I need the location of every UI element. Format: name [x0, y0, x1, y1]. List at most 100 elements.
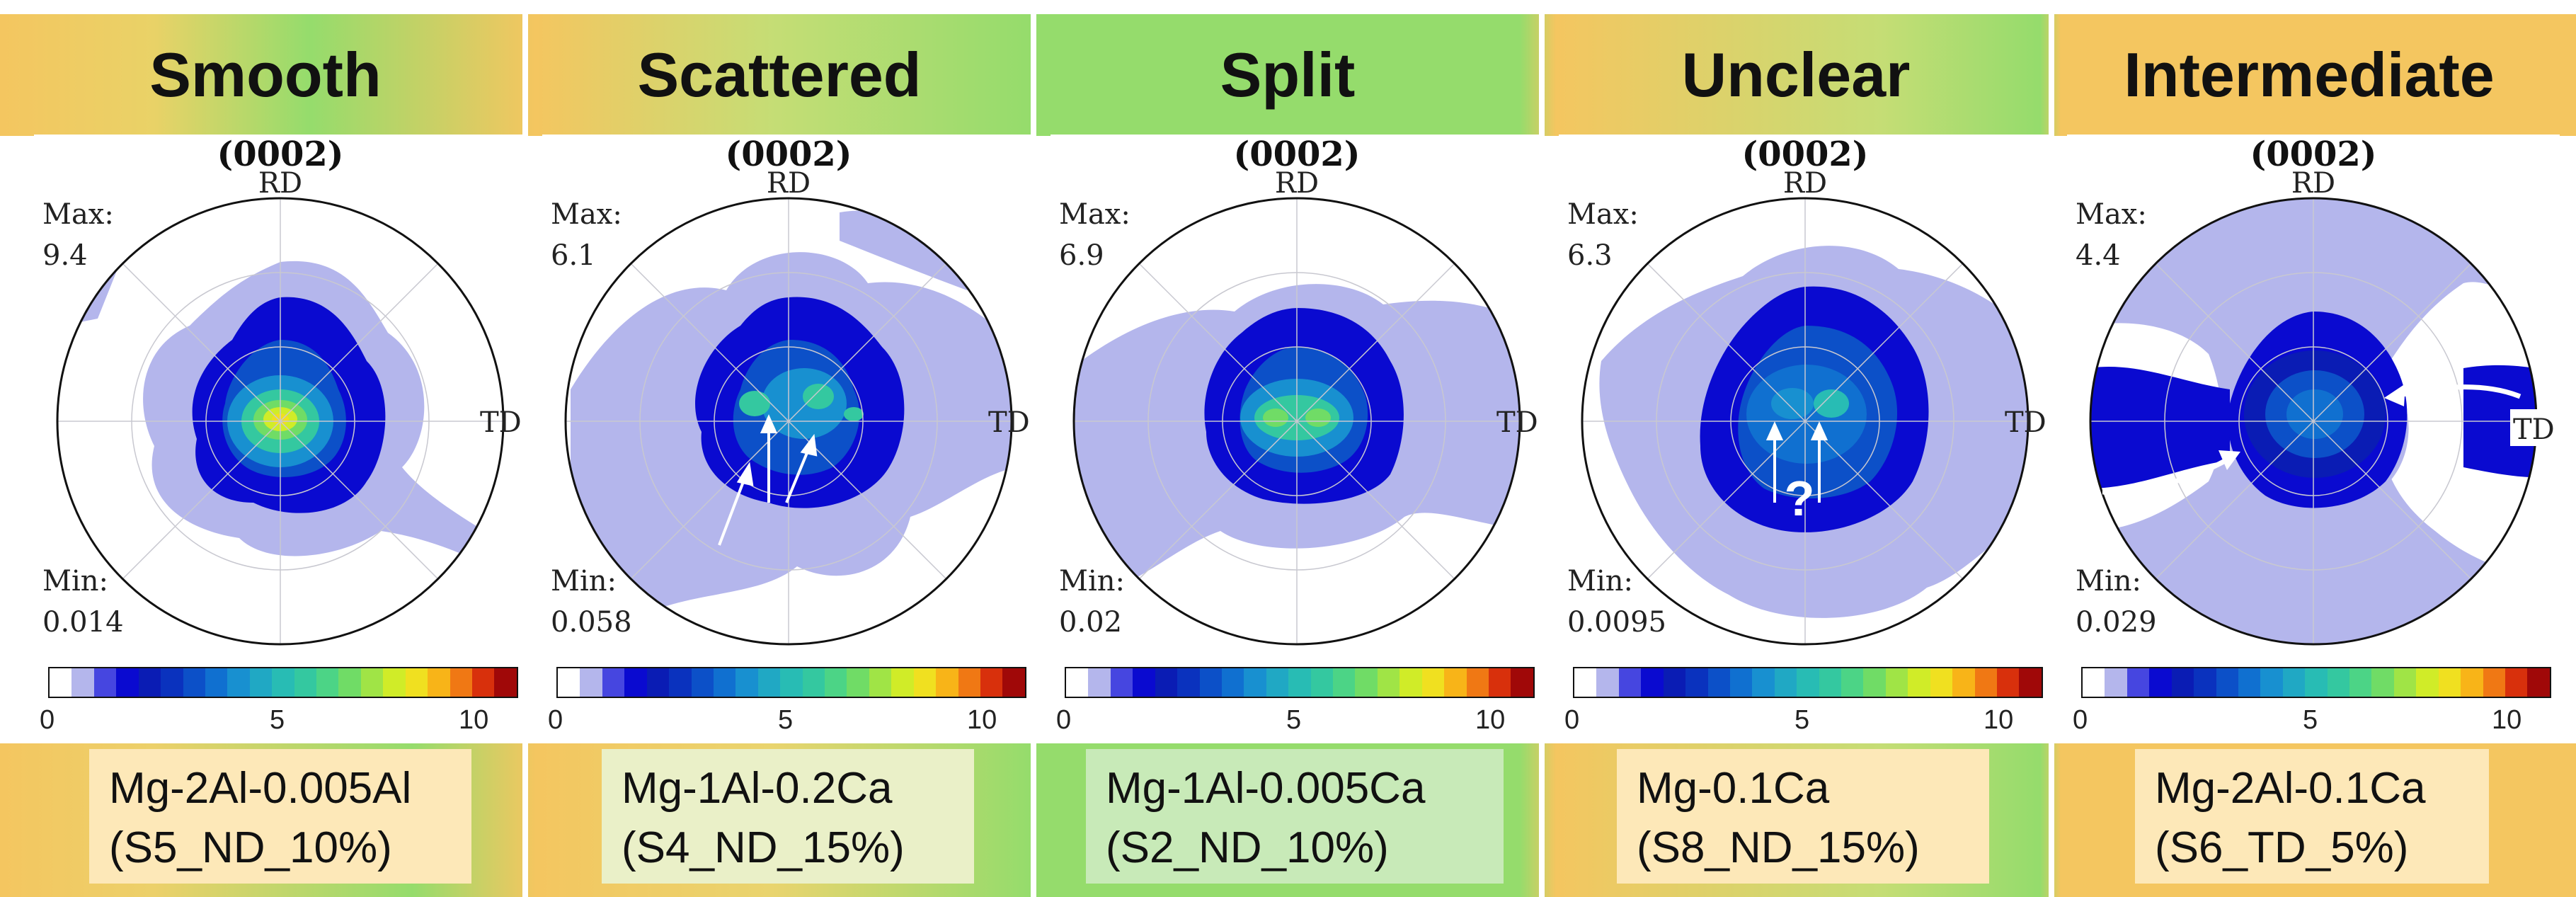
colorbar-swatch	[93, 668, 117, 697]
colorbar-swatch	[1596, 668, 1619, 697]
colorbar-swatch	[272, 668, 294, 697]
colorbar-swatch	[735, 668, 758, 697]
colorbar-swatch	[161, 668, 183, 697]
min-label: Min:	[551, 565, 617, 598]
pole-figure-scattered: RD TD	[564, 167, 1030, 646]
colorbar-swatch	[2171, 668, 2194, 697]
td-label: TD	[1496, 406, 1538, 439]
alloy-name: Mg-1Al-0.2Ca	[622, 764, 893, 813]
colorbar-swatch	[1155, 668, 1178, 697]
colorbar-swatch	[1685, 668, 1708, 697]
colorbar-swatch	[1489, 668, 1511, 697]
pole-figure-panel-smooth: (0002) Max: 9.4 Min: 0.014 RD TD 0 5 10	[34, 135, 527, 743]
colorbar-swatch	[1177, 668, 1200, 697]
pole-figure-panel-split: (0002) Max: 6.9 Min: 0.02 RD TD 0 5 10	[1051, 135, 1543, 743]
arrowhead-icon	[2219, 384, 2405, 470]
colorbar-swatch	[1819, 668, 1842, 697]
pole-figure-unclear: ? RD TD	[1581, 167, 2047, 646]
colorbar-swatch	[1421, 668, 1445, 697]
colorbar-tick: 0	[548, 705, 563, 735]
colorbar-swatch	[2305, 668, 2328, 697]
colorbar-swatch	[2194, 668, 2216, 697]
colorbar-swatch	[780, 668, 803, 697]
colorbar-swatch	[1863, 668, 1886, 697]
colorbar-swatch	[383, 668, 406, 697]
colorbar-swatch	[494, 668, 517, 697]
colorbar-swatch	[227, 668, 250, 697]
max-label: Max:	[1059, 198, 1130, 231]
colorbar-swatch	[1199, 668, 1222, 697]
pole-figure-panel-intermediate: (0002) Max: 4.4 Min: 0.029	[2067, 135, 2560, 743]
colorbar-tick: 10	[1475, 705, 1506, 735]
caption-box: Mg-1Al-0.005Ca (S2_ND_10%)	[1086, 749, 1504, 884]
colorbar-swatch	[2505, 668, 2528, 697]
colorbar-swatch	[205, 668, 228, 697]
rd-label: RD	[1275, 167, 1319, 200]
colorbar-swatch	[1310, 668, 1334, 697]
panel-title-smooth: Smooth	[149, 40, 382, 110]
pole-figure-title: (0002)	[2250, 135, 2377, 174]
panel-title-unclear: Unclear	[1681, 40, 1911, 110]
td-label: TD	[2513, 413, 2555, 446]
colorbar-swatch	[2083, 668, 2105, 697]
colorbar-tick: 10	[967, 705, 997, 735]
td-label: TD	[988, 406, 1030, 439]
sample-id: (S5_ND_10%)	[109, 823, 392, 872]
colorbar-swatch	[1774, 668, 1797, 697]
colorbar-swatch	[2438, 668, 2461, 697]
colorbar-swatch	[2282, 668, 2306, 697]
colorbar-tick: 5	[270, 705, 285, 735]
rd-label: RD	[258, 167, 302, 200]
colorbar-swatch	[646, 668, 670, 697]
max-value: 9.4	[42, 239, 88, 272]
colorbar-swatch	[2126, 668, 2150, 697]
min-value: 0.029	[2076, 606, 2157, 639]
colorbar-swatch	[2483, 668, 2506, 697]
colorbar-swatch	[869, 668, 892, 697]
colorbar-tick: 5	[2303, 705, 2318, 735]
colorbar-swatch	[1885, 668, 1908, 697]
colorbar-swatch	[825, 668, 847, 697]
max-label: Max:	[42, 198, 114, 231]
colorbar-swatch	[1752, 668, 1775, 697]
colorbar-swatch	[1399, 668, 1422, 697]
rd-label: RD	[767, 167, 811, 200]
colorbar-swatch	[936, 668, 958, 697]
pole-figure-smooth: RD TD	[56, 167, 522, 646]
colorbar-swatch	[713, 668, 736, 697]
alloy-name: Mg-1Al-0.005Ca	[1106, 764, 1426, 813]
colorbar-tick: 5	[1794, 705, 1810, 735]
pole-figure-title: (0002)	[1741, 135, 1869, 174]
colorbar-swatch	[913, 668, 937, 697]
colorbar-swatch	[1930, 668, 1953, 697]
sample-id: (S4_ND_15%)	[622, 823, 905, 872]
colorbar-swatch	[757, 668, 781, 697]
colorbar-swatch	[1110, 668, 1133, 697]
colorbar-swatch	[891, 668, 914, 697]
panel-title-intermediate: Intermediate	[2124, 40, 2495, 110]
colorbar-swatch	[958, 668, 981, 697]
colorbar	[2081, 667, 2551, 698]
max-value: 6.9	[1059, 239, 1104, 272]
colorbar-swatch	[138, 668, 161, 697]
colorbar-swatch	[450, 668, 473, 697]
colorbar-tick: 5	[1286, 705, 1302, 735]
colorbar-swatch	[183, 668, 205, 697]
colorbar-swatch	[1841, 668, 1864, 697]
colorbar-swatch	[1974, 668, 1998, 697]
td-label: TD	[2005, 406, 2047, 439]
colorbar-swatch	[249, 668, 273, 697]
colorbar-swatch	[624, 668, 647, 697]
colorbar-swatch	[2260, 668, 2283, 697]
caption-box: Mg-0.1Ca (S8_ND_15%)	[1617, 749, 1989, 884]
min-value: 0.02	[1059, 606, 1123, 639]
colorbar-swatch	[847, 668, 869, 697]
rd-label: RD	[2291, 167, 2335, 200]
colorbar-swatch	[472, 668, 495, 697]
arrow-icon	[1765, 421, 1828, 503]
colorbar-swatch	[558, 668, 580, 697]
min-label: Min:	[42, 565, 108, 598]
max-label: Max:	[1567, 198, 1639, 231]
pole-figure-title: (0002)	[725, 135, 852, 174]
panel-title-scattered: Scattered	[637, 40, 922, 110]
